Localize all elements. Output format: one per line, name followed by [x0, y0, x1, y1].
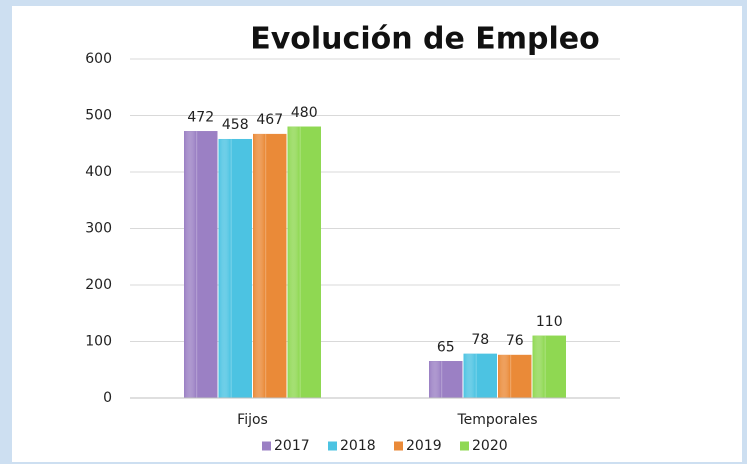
y-tick-label: 500 — [85, 108, 112, 124]
data-label: 467 — [256, 112, 283, 128]
bar-shading — [218, 139, 252, 399]
bar-shading — [184, 131, 218, 398]
legend-swatch — [460, 441, 469, 451]
bar-shading — [532, 335, 566, 398]
x-tick-label: Fijos — [237, 412, 268, 428]
chart-panel — [12, 6, 742, 462]
legend-label: 2017 — [274, 438, 310, 454]
chart-title: Evolución de Empleo — [250, 22, 600, 57]
y-tick-label: 100 — [85, 334, 112, 350]
bar-shading — [253, 134, 287, 398]
bar-shading — [429, 361, 463, 398]
data-label: 458 — [222, 117, 249, 133]
legend-label: 2019 — [406, 438, 442, 454]
legend-label: 2020 — [472, 438, 508, 454]
bar-shading — [463, 353, 497, 398]
y-tick-label: 300 — [85, 221, 112, 237]
y-tick-label: 200 — [85, 277, 112, 293]
y-tick-label: 0 — [103, 390, 112, 406]
data-label: 65 — [437, 339, 455, 355]
data-label: 76 — [506, 333, 524, 349]
y-tick-label: 600 — [85, 51, 112, 67]
legend-swatch — [394, 441, 403, 451]
legend-label: 2018 — [340, 438, 376, 454]
y-tick-label: 400 — [85, 164, 112, 180]
bar-shading — [287, 126, 321, 399]
data-label: 110 — [536, 314, 563, 330]
data-label: 472 — [187, 109, 214, 125]
legend-swatch — [262, 441, 271, 451]
data-label: 78 — [471, 332, 489, 348]
bar-shading — [498, 355, 532, 398]
legend-swatch — [328, 441, 337, 451]
data-label: 480 — [291, 105, 318, 121]
x-tick-label: Temporales — [456, 412, 537, 428]
